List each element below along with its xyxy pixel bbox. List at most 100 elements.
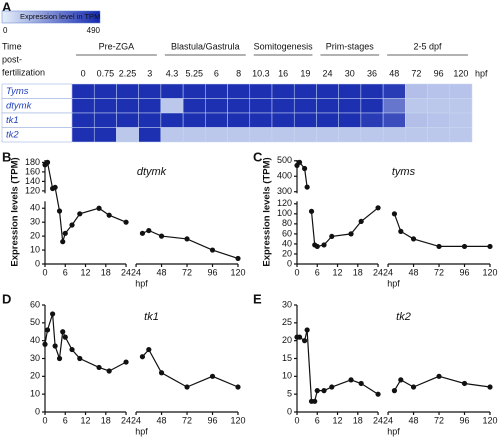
x-tick-label: 12	[81, 267, 91, 277]
point	[296, 334, 303, 340]
x-tick-label: 6	[315, 415, 320, 425]
point	[52, 343, 58, 349]
y-tick-label: 300	[277, 186, 292, 196]
x-tick-label: 24	[373, 415, 383, 425]
x-tick-label: 24	[131, 267, 141, 277]
x-tick-label: 72	[434, 415, 444, 425]
heatmap-cell	[405, 112, 428, 128]
point	[235, 384, 241, 390]
x-axis-label: hpf	[135, 278, 148, 288]
heatmap-cell	[71, 83, 95, 99]
x-tick-label: 18	[101, 267, 111, 277]
y-tick-label: 20	[30, 230, 40, 240]
chart-title: tk2	[396, 311, 411, 323]
time-label: fertilization	[2, 67, 45, 77]
heatmap-cell	[316, 112, 339, 128]
point	[77, 355, 83, 362]
heatmap-cell	[360, 127, 384, 143]
column-label: 8	[236, 68, 241, 78]
heatmap-cell	[382, 127, 406, 143]
x-tick-label: 12	[333, 415, 343, 425]
heatmap-cell	[427, 98, 451, 114]
point	[314, 243, 320, 250]
line	[393, 375, 491, 391]
y-tick-label: 140	[25, 176, 40, 186]
heatmap-cell	[138, 83, 162, 99]
y-tick-label: 60	[282, 228, 292, 238]
point	[348, 231, 354, 237]
heatmap-cell	[182, 83, 206, 99]
point	[146, 227, 152, 234]
point	[62, 230, 68, 236]
column-label: 19	[300, 68, 310, 78]
panel-label: D	[2, 291, 11, 306]
heatmap-cell	[160, 98, 184, 114]
heatmap-cell	[271, 127, 295, 143]
heatmap-cell	[316, 127, 339, 143]
column-label: 48	[389, 68, 399, 78]
line	[310, 207, 379, 248]
column-label: 72	[411, 68, 421, 78]
heatmap-cell	[449, 98, 473, 114]
point	[42, 341, 48, 347]
heatmap-cell	[427, 127, 451, 143]
column-label: 96	[434, 68, 444, 78]
x-tick-label: 72	[182, 267, 192, 277]
heatmap-cell	[205, 83, 228, 99]
column-label: 4.3	[166, 68, 179, 78]
heatmap-cell	[360, 112, 384, 128]
x-tick-label: 24	[131, 415, 141, 425]
y-tick-label: 30	[30, 353, 40, 363]
y-tick-label: 400	[277, 171, 292, 181]
heatmap-cell	[205, 127, 228, 143]
x-tick-label: 96	[460, 267, 470, 277]
point	[44, 327, 51, 333]
column-unit: hpf	[475, 68, 488, 78]
heatmap-cell	[271, 112, 295, 128]
y-axis-label: Expression levels (TPM)	[10, 157, 21, 266]
point	[139, 354, 146, 360]
y-tick-label: 5	[287, 389, 292, 399]
y-tick-label: 120	[277, 198, 292, 208]
column-label: 120	[453, 68, 468, 78]
panel-label: B	[2, 149, 11, 164]
colorbar	[1, 10, 101, 24]
heatmap-cell	[160, 112, 184, 128]
x-tick-label: 120	[482, 267, 497, 277]
x-tick-label: 24	[383, 267, 393, 277]
x-tick-label: 48	[157, 267, 167, 277]
column-label: 2.25	[119, 68, 137, 78]
point	[96, 364, 102, 371]
chart-title: tk1	[144, 311, 159, 323]
y-tick-label: 20	[282, 248, 292, 258]
heatmap-cell	[160, 83, 184, 99]
point	[308, 208, 315, 214]
y-tick-label: 30	[282, 299, 292, 309]
x-tick-label: 12	[333, 267, 343, 277]
x-tick-label: 18	[353, 415, 363, 425]
group-label: Pre-ZGA	[99, 41, 135, 51]
point	[296, 159, 303, 165]
y-tick-label: 100	[277, 208, 292, 218]
heatmap-cell	[116, 112, 139, 128]
heatmap-cell	[227, 83, 251, 99]
point	[398, 377, 404, 383]
point	[49, 311, 56, 317]
heatmap-cell	[338, 127, 362, 143]
point	[304, 184, 310, 190]
heatmap-cell	[382, 112, 406, 128]
column-label: 3	[147, 68, 152, 78]
x-tick-label: 0	[42, 415, 47, 425]
point	[184, 236, 190, 242]
heatmap-cell	[93, 83, 117, 99]
line	[44, 313, 127, 372]
point	[69, 346, 75, 353]
point	[461, 243, 468, 250]
heatmap-cell	[293, 83, 317, 99]
point	[56, 208, 63, 214]
heatmap-cell	[138, 127, 162, 143]
heatmap-cell	[316, 98, 339, 114]
x-tick-label: 24	[121, 415, 131, 425]
y-tick-label: 30	[30, 217, 40, 227]
line	[297, 329, 379, 402]
